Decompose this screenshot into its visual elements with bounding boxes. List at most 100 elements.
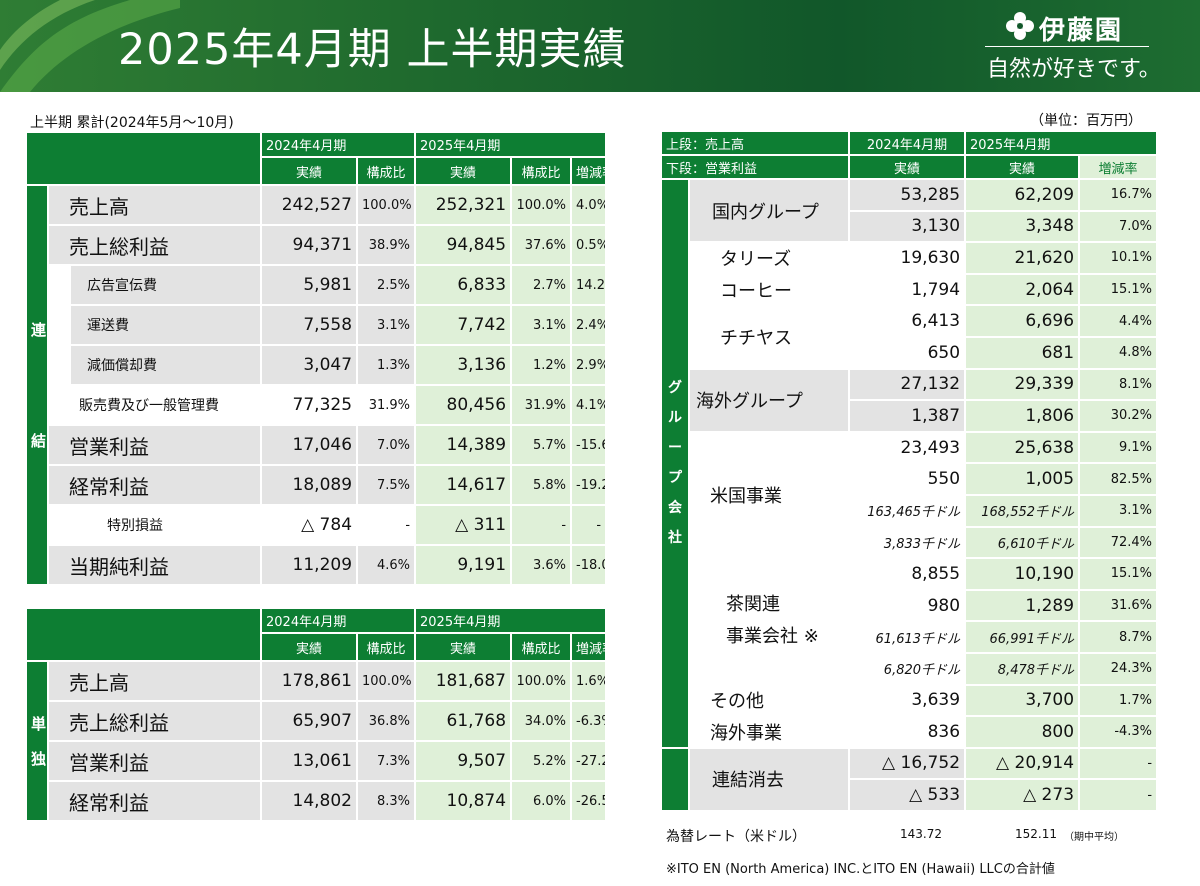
segment-label: 海外事業 xyxy=(704,717,851,749)
segment-label: 海外グループ xyxy=(690,369,851,433)
cell-value: 181,687 xyxy=(416,662,513,702)
col-period-curr: 2025年4月期 xyxy=(966,132,1159,156)
row-label: 特別損益 xyxy=(49,506,263,546)
cell-value-usd: 8,478千ドル xyxy=(966,653,1081,686)
header-corner xyxy=(27,133,263,186)
col-change: 増減率 xyxy=(1080,156,1159,180)
cell-value-usd: 3,833千ドル xyxy=(850,527,967,560)
cell-value: 6,833 xyxy=(416,266,513,306)
cell-value: 21,620 xyxy=(966,243,1081,275)
cell-value: 65,907 xyxy=(262,702,358,742)
cell-value: △ 311 xyxy=(416,506,513,546)
cell-change: 30.2% xyxy=(1080,401,1159,433)
cell-change: 7.0% xyxy=(1080,211,1159,244)
consolidated-table: 2024年4月期 2025年4月期 実績 構成比 実績 構成比 増減率 連結 売… xyxy=(27,133,608,586)
cell-ratio: 7.0% xyxy=(358,426,417,466)
cell-value: 14,617 xyxy=(416,466,513,506)
col-period-prev: 2024年4月期 xyxy=(262,133,417,158)
cell-value: 7,558 xyxy=(262,306,359,346)
cell-value: 53,285 xyxy=(850,180,967,212)
col-ratio: 構成比 xyxy=(512,158,573,186)
cell-value: 1,289 xyxy=(966,590,1081,623)
segment-label: チチヤス xyxy=(704,306,851,370)
cell-value: 61,768 xyxy=(416,702,513,742)
segment-label: 連結消去 xyxy=(690,748,851,812)
cell-ratio: 5.2% xyxy=(512,742,573,782)
cell-change: 8.7% xyxy=(1080,622,1159,654)
cell-ratio: 4.6% xyxy=(358,546,417,586)
segment-label: 茶関連 事業会社 ※ xyxy=(716,559,851,686)
cell-change: -6.3% xyxy=(572,702,608,742)
cell-ratio: 6.0% xyxy=(512,782,573,822)
cell-value: 77,325 xyxy=(262,386,359,426)
cell-change: 9.1% xyxy=(1080,432,1159,465)
cell-ratio: 36.8% xyxy=(358,702,417,742)
cell-value: 18,089 xyxy=(262,466,359,506)
cell-value: 1,794 xyxy=(850,274,967,307)
col-ratio: 構成比 xyxy=(358,634,417,662)
cell-change: 24.3% xyxy=(1080,653,1159,686)
cell-value-usd: 6,820千ドル xyxy=(850,653,967,686)
col-change: 増減率 xyxy=(572,158,608,186)
cell-change: 0.5% xyxy=(572,226,608,266)
cell-ratio: 5.7% xyxy=(512,426,573,466)
cell-value: △ 20,914 xyxy=(966,748,1081,781)
cell-value: 2,064 xyxy=(966,274,1081,307)
cell-value: △ 16,752 xyxy=(850,748,967,781)
col-ratio: 構成比 xyxy=(512,634,573,662)
header-banner: 2025年4月期 上半期実績 伊藤園 自然が好きです。 xyxy=(0,0,1200,92)
unit-caption: （単位：百万円） xyxy=(1030,113,1142,129)
cell-value: 19,630 xyxy=(850,243,967,275)
cell-value: 8,855 xyxy=(850,559,967,591)
row-label: 売上高 xyxy=(49,186,263,226)
cell-value: 62,209 xyxy=(966,180,1081,212)
col-change: 増減率 xyxy=(572,634,608,662)
cell-value: 3,130 xyxy=(850,211,967,244)
row-label: 経常利益 xyxy=(49,782,262,822)
cell-value: 3,047 xyxy=(262,346,359,386)
cell-change: -19.2% xyxy=(572,466,608,506)
col-actual: 実績 xyxy=(850,156,967,180)
row-label: 減価償却費 xyxy=(71,346,263,386)
cell-value: 14,802 xyxy=(262,782,358,822)
segment-label: その他 xyxy=(704,685,851,718)
row-label: 経常利益 xyxy=(49,466,263,506)
cell-value: 27,132 xyxy=(850,369,967,402)
segment-label: コーヒー xyxy=(704,274,851,307)
cell-change: 72.4% xyxy=(1080,527,1159,560)
cell-ratio: 31.9% xyxy=(358,386,417,426)
company-logo: 伊藤園 自然が好きです。 xyxy=(985,6,1161,86)
indent-spacer xyxy=(690,432,704,749)
elim-side-block xyxy=(662,748,690,812)
cell-value: 178,861 xyxy=(262,662,358,702)
cell-ratio: 7.3% xyxy=(358,742,417,782)
cell-value: 550 xyxy=(850,464,967,496)
logo-tagline: 自然が好きです。 xyxy=(987,57,1161,82)
cell-change: 2.9% xyxy=(572,346,608,386)
cell-value: 9,507 xyxy=(416,742,513,782)
cell-change: 4.8% xyxy=(1080,337,1159,370)
cell-change: 1.7% xyxy=(1080,685,1159,718)
cell-value: 9,191 xyxy=(416,546,513,586)
cell-value: 7,742 xyxy=(416,306,513,346)
fx-note: （期中平均） xyxy=(1064,832,1124,843)
cell-value: 94,845 xyxy=(416,226,513,266)
cell-value: 1,005 xyxy=(966,464,1081,496)
cell-value-usd: 61,613千ドル xyxy=(850,622,967,654)
fx-rate-curr: 152.11 xyxy=(1015,827,1057,841)
cell-change: 10.1% xyxy=(1080,243,1159,275)
cell-value: 980 xyxy=(850,590,967,623)
cell-change: 4.0% xyxy=(572,186,608,226)
row-label: 売上総利益 xyxy=(49,226,263,266)
segment-label: 国内グループ xyxy=(690,180,851,244)
cell-ratio: - xyxy=(358,506,417,546)
logo-divider xyxy=(985,46,1149,47)
cell-value: 25,638 xyxy=(966,432,1081,465)
cell-value: 94,371 xyxy=(262,226,359,266)
cell-value: 3,639 xyxy=(850,685,967,718)
row-label: 当期純利益 xyxy=(49,546,263,586)
group-side-label: グループ会社 xyxy=(662,180,690,749)
cell-value: 6,696 xyxy=(966,306,1081,338)
cell-change: 1.6% xyxy=(572,662,608,702)
cell-ratio: 3.1% xyxy=(358,306,417,346)
